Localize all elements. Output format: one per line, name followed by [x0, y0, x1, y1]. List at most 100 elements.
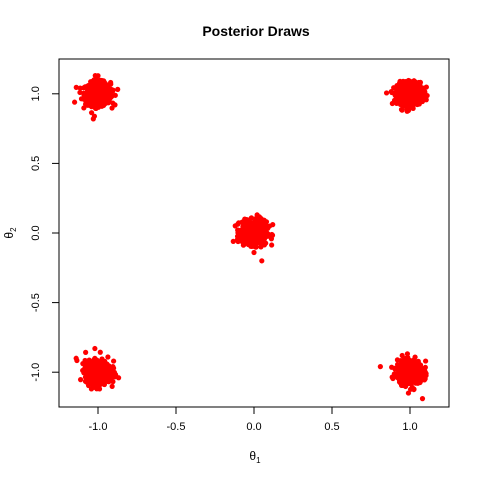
data-point — [95, 359, 101, 366]
data-point — [110, 379, 116, 385]
data-point — [109, 105, 115, 111]
data-point — [400, 78, 406, 84]
y-axis-label: θ2 — [2, 227, 18, 239]
data-point — [404, 87, 410, 93]
data-point — [99, 103, 105, 109]
data-point — [402, 383, 409, 390]
x-tick-label: 0.5 — [324, 421, 339, 433]
y-tick-label: 0.5 — [30, 156, 42, 171]
data-point — [95, 369, 101, 375]
data-point — [81, 105, 87, 111]
data-point — [108, 79, 114, 86]
data-point — [91, 86, 97, 92]
data-point — [88, 110, 95, 116]
data-point — [407, 99, 413, 105]
data-point — [72, 99, 78, 105]
data-point — [256, 227, 262, 233]
data-point — [100, 366, 106, 373]
x-tick-label: -0.5 — [167, 421, 186, 433]
data-point — [82, 84, 89, 90]
data-point — [412, 366, 418, 373]
data-point — [399, 92, 405, 98]
data-point — [93, 379, 100, 385]
data-point — [96, 386, 103, 392]
data-point — [404, 351, 411, 357]
data-point — [115, 86, 121, 92]
data-point — [88, 386, 95, 392]
y-tick-label: -0.5 — [30, 293, 42, 312]
data-point — [404, 379, 410, 385]
data-point — [412, 354, 418, 360]
data-point — [399, 107, 405, 113]
data-point — [105, 354, 111, 360]
data-point — [400, 357, 406, 363]
data-point — [252, 235, 258, 241]
data-point — [416, 370, 422, 377]
data-point — [253, 244, 259, 250]
data-point — [383, 90, 390, 96]
data-point — [246, 233, 252, 239]
data-point — [419, 396, 426, 402]
data-point — [230, 238, 236, 244]
data-point — [407, 91, 413, 97]
data-point — [77, 377, 84, 383]
data-point — [82, 93, 88, 99]
data-point — [83, 359, 89, 365]
data-point — [103, 83, 109, 90]
x-axis: -1.0 -0.5 0.0 0.5 1.0 — [89, 406, 418, 433]
data-point — [95, 73, 101, 79]
data-point — [106, 92, 112, 98]
data-point — [412, 93, 418, 100]
data-point — [111, 358, 117, 364]
data-point — [423, 84, 429, 90]
data-point — [264, 231, 270, 237]
data-point — [400, 103, 406, 109]
data-point — [263, 219, 270, 225]
y-axis: -1.0 -0.5 0.0 0.5 1.0 — [30, 86, 60, 382]
data-point — [389, 100, 395, 107]
data-point — [90, 116, 96, 122]
chart-title: Posterior Draws — [202, 23, 310, 39]
data-point — [394, 357, 401, 363]
data-point — [399, 352, 405, 359]
data-point — [109, 372, 115, 378]
data-point — [423, 358, 429, 364]
data-point — [270, 222, 276, 228]
data-point — [408, 359, 415, 366]
data-point — [82, 364, 89, 370]
data-point — [105, 378, 111, 385]
data-point — [93, 77, 100, 83]
data-point — [413, 85, 419, 91]
data-point — [394, 97, 401, 104]
data-point — [251, 230, 257, 236]
data-point — [84, 370, 90, 377]
data-point — [95, 91, 101, 97]
data-point — [86, 88, 92, 94]
data-point — [104, 361, 110, 367]
data-point — [235, 227, 241, 233]
data-point — [421, 95, 427, 101]
x-tick-label: 0.0 — [246, 421, 261, 433]
data-point — [252, 220, 259, 226]
data-point — [377, 364, 383, 370]
data-point — [411, 99, 417, 105]
data-point — [269, 242, 275, 248]
data-point — [97, 349, 103, 355]
data-point — [396, 88, 402, 94]
data-point — [101, 375, 107, 381]
data-point — [90, 372, 96, 378]
data-point — [418, 376, 424, 382]
data-point — [405, 107, 412, 114]
data-point — [82, 378, 89, 384]
data-point — [407, 78, 413, 84]
data-point — [116, 375, 122, 381]
data-point — [390, 375, 396, 382]
data-point — [112, 92, 118, 98]
data-point — [92, 99, 98, 105]
data-point — [407, 369, 413, 375]
data-point — [257, 237, 263, 243]
data-point — [110, 88, 116, 94]
data-point — [410, 386, 416, 392]
data-point — [240, 227, 246, 233]
